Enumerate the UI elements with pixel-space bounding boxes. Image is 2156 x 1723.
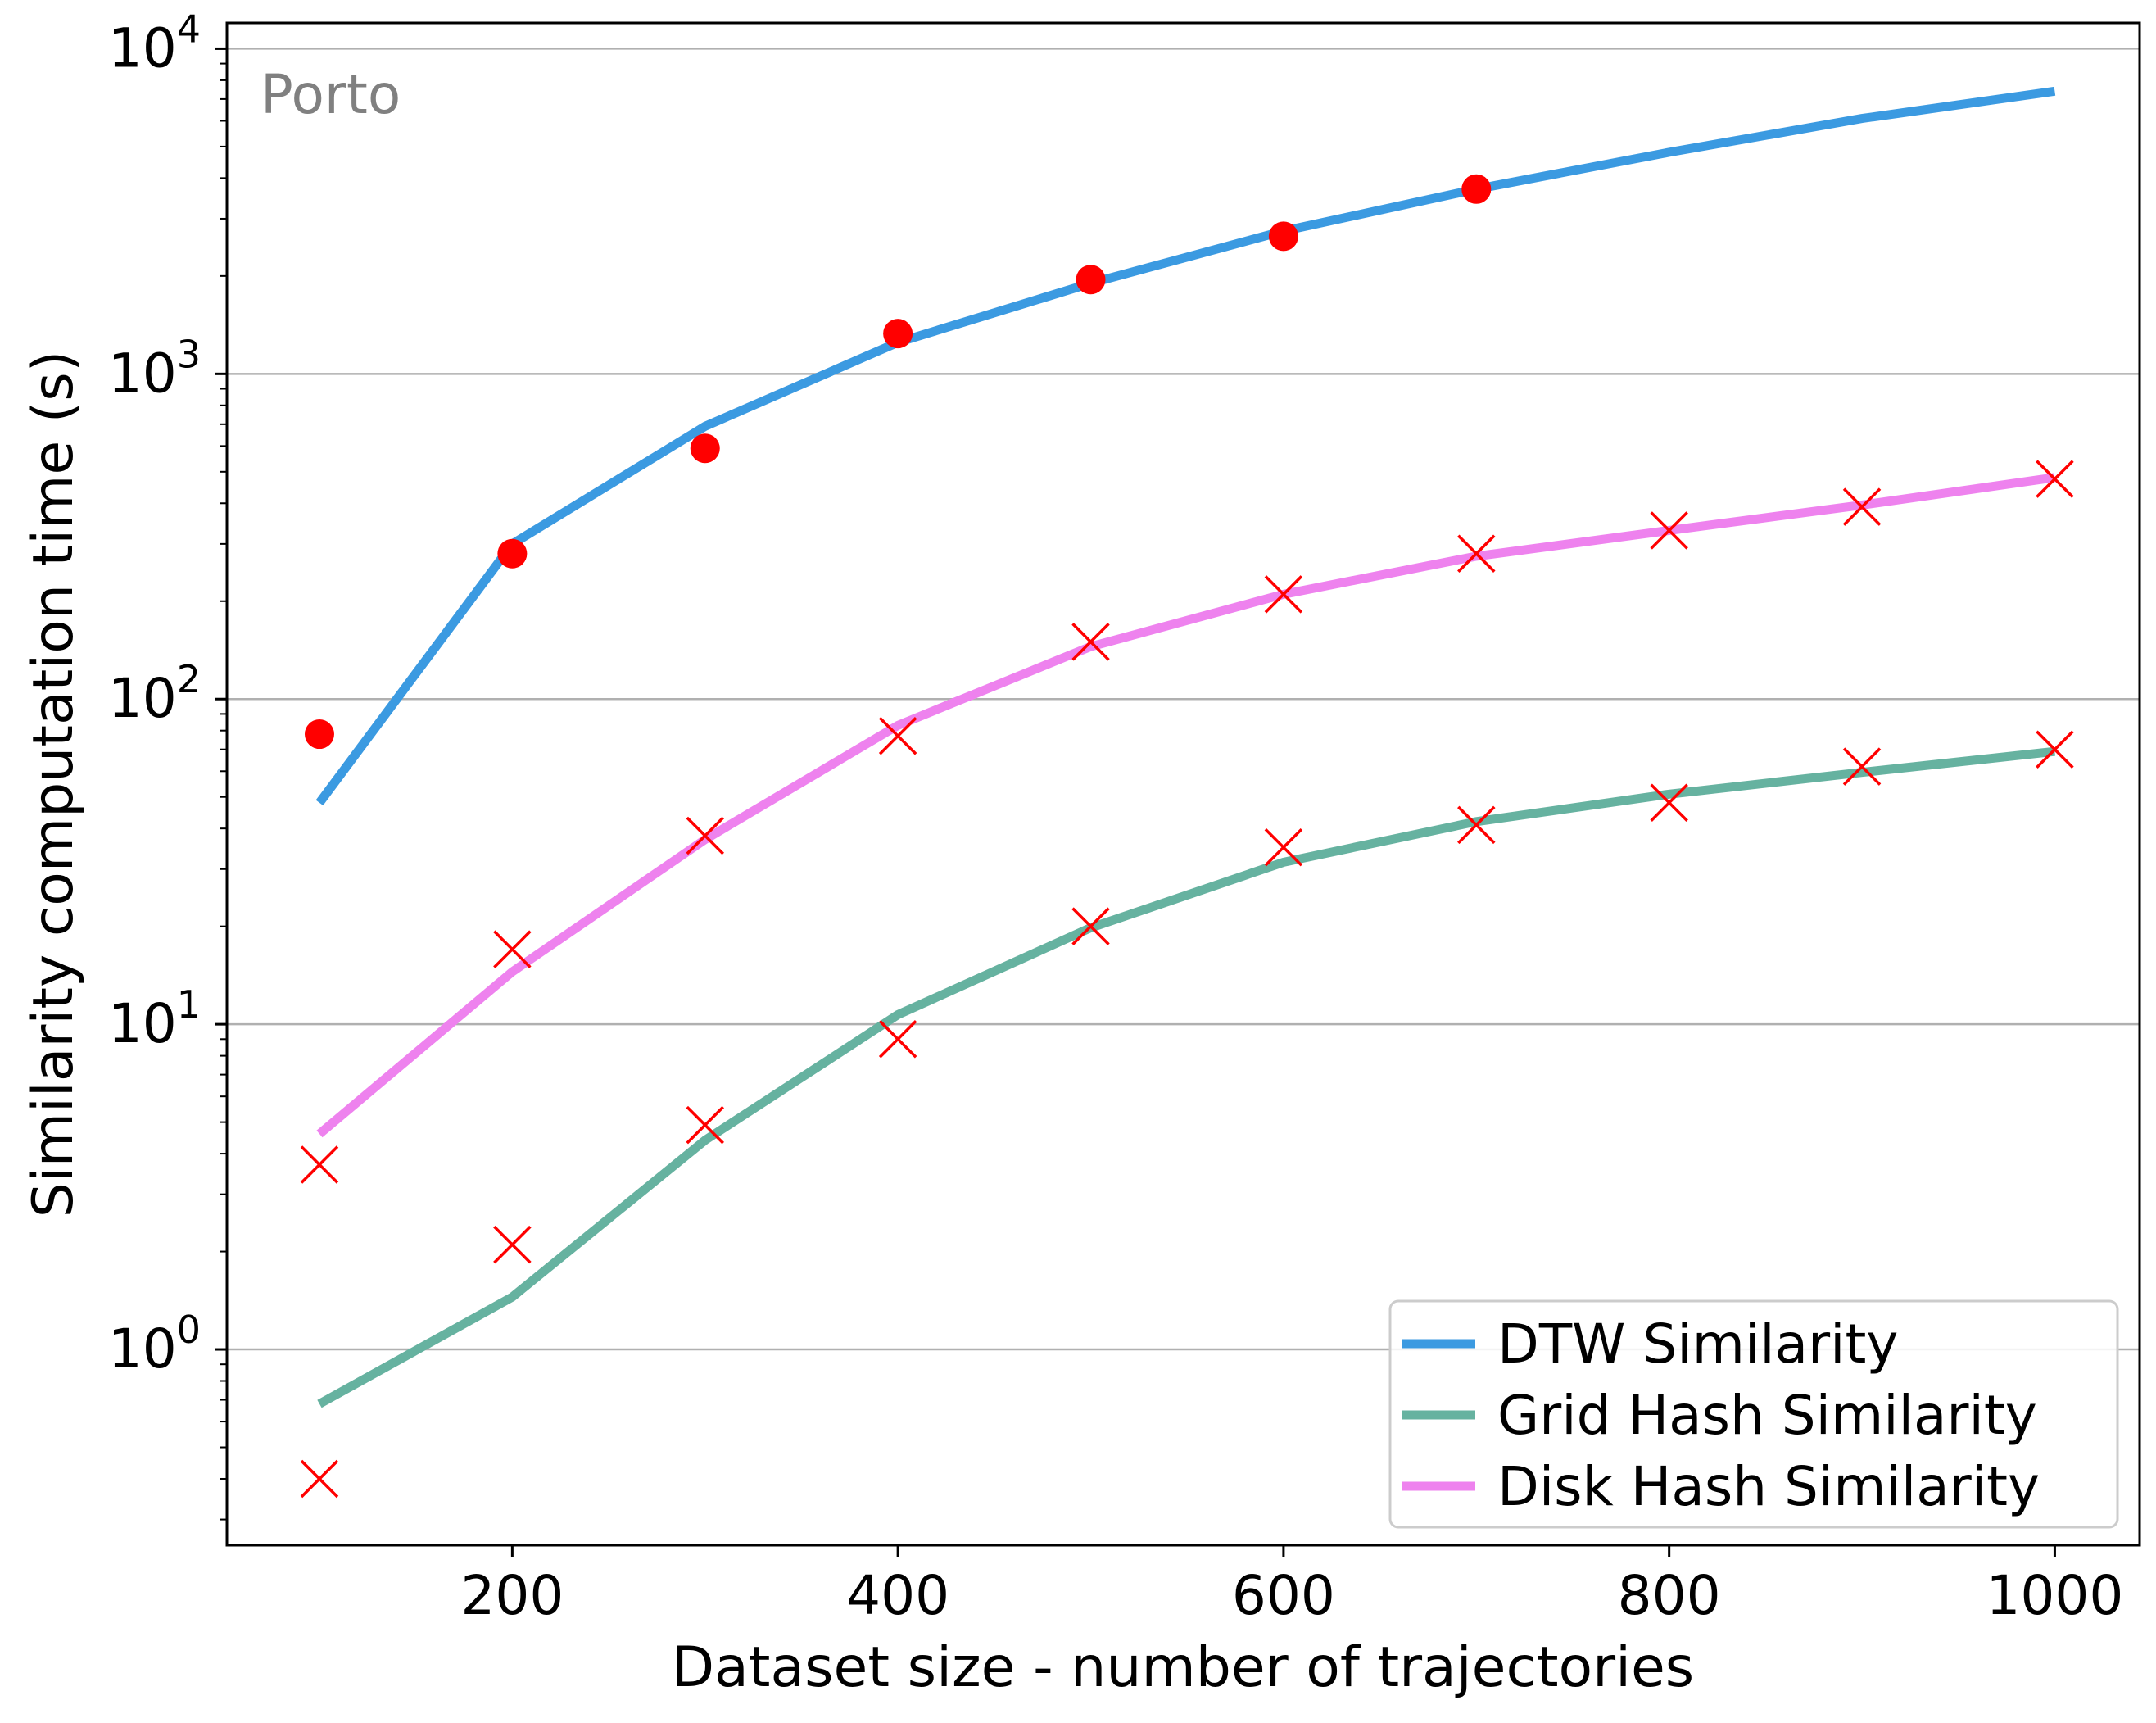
marker-point <box>686 816 724 855</box>
legend-label: Grid Hash Similarity <box>1497 1384 2037 1447</box>
marker-stroke <box>878 1020 917 1059</box>
series-line-2 <box>317 746 2055 1408</box>
marker-point <box>1650 511 1688 550</box>
scatter-markers <box>300 174 2074 1499</box>
marker-stroke <box>300 1459 339 1499</box>
marker-point <box>300 1145 339 1184</box>
marker-point <box>878 717 917 755</box>
marker-point <box>2036 460 2074 498</box>
marker-point <box>300 1459 339 1499</box>
marker-point <box>1457 805 1496 845</box>
marker-stroke <box>493 930 532 968</box>
plot-frame <box>225 21 2141 1547</box>
marker-stroke <box>1457 805 1496 845</box>
marker-stroke <box>2036 460 2074 498</box>
marker-stroke <box>1264 827 1303 867</box>
marker-stroke <box>493 1225 532 1264</box>
marker-stroke <box>1264 575 1303 614</box>
marker-point <box>1264 827 1303 867</box>
marker-stroke <box>1071 907 1110 945</box>
x-axis: 200 400 600 800 1000 <box>460 1545 2123 1627</box>
legend: DTW Similarity Grid Hash Similarity Disk H… <box>1388 1299 2119 1529</box>
marker-point <box>1842 487 1882 526</box>
marker-point <box>690 433 720 464</box>
legend-box <box>1388 1299 2119 1529</box>
marker-stroke <box>1842 487 1882 526</box>
marker-point <box>1650 783 1688 822</box>
y-tick-label: 102 <box>108 657 201 730</box>
marker-stroke <box>1842 747 1882 786</box>
series-lines <box>315 86 2056 1408</box>
x-tick-label: 200 <box>460 1564 564 1627</box>
marker-point <box>1071 623 1110 661</box>
marker-stroke <box>686 1105 724 1145</box>
x-tick-label: 600 <box>1232 1564 1335 1627</box>
legend-label: Disk Hash Similarity <box>1497 1455 2040 1518</box>
y-axis-label: Similarity computation time (s) <box>21 351 86 1218</box>
legend-label: DTW Similarity <box>1497 1313 1898 1376</box>
series-line-3 <box>316 473 2056 1138</box>
x-tick-label: 800 <box>1618 1564 1721 1627</box>
marker-point <box>304 719 334 750</box>
y-tick-label: 104 <box>108 7 201 79</box>
marker-point <box>1268 221 1298 252</box>
marker-point <box>878 1020 917 1059</box>
series-line-1 <box>315 86 2056 806</box>
marker-stroke <box>1650 783 1688 822</box>
marker-point <box>493 930 532 968</box>
dataset-annotation: Porto <box>260 63 401 126</box>
marker-point <box>1842 747 1882 786</box>
marker-stroke <box>300 1145 339 1184</box>
marker-stroke <box>2036 730 2074 769</box>
marker-stroke <box>686 816 724 855</box>
y-tick-label: 101 <box>108 982 201 1055</box>
x-axis-label: Dataset size - number of trajectories <box>672 1635 1694 1700</box>
x-tick-label: 1000 <box>1986 1564 2123 1627</box>
marker-point <box>1076 265 1106 295</box>
marker-point <box>1071 907 1110 945</box>
marker-stroke <box>1650 511 1688 550</box>
marker-stroke <box>1457 534 1496 573</box>
y-tick-label: 103 <box>108 332 201 405</box>
marker-point <box>883 319 913 349</box>
marker-stroke <box>878 717 917 755</box>
x-tick-label: 400 <box>846 1564 949 1627</box>
marker-point <box>2036 730 2074 769</box>
y-axis: 100 101 102 103 104 <box>108 7 227 1521</box>
marker-point <box>1457 534 1496 573</box>
marker-stroke <box>1071 623 1110 661</box>
marker-point <box>1461 174 1492 204</box>
marker-point <box>686 1105 724 1145</box>
marker-point <box>1264 575 1303 614</box>
marker-point <box>493 1225 532 1264</box>
y-tick-label: 100 <box>108 1308 201 1381</box>
marker-point <box>497 538 528 569</box>
